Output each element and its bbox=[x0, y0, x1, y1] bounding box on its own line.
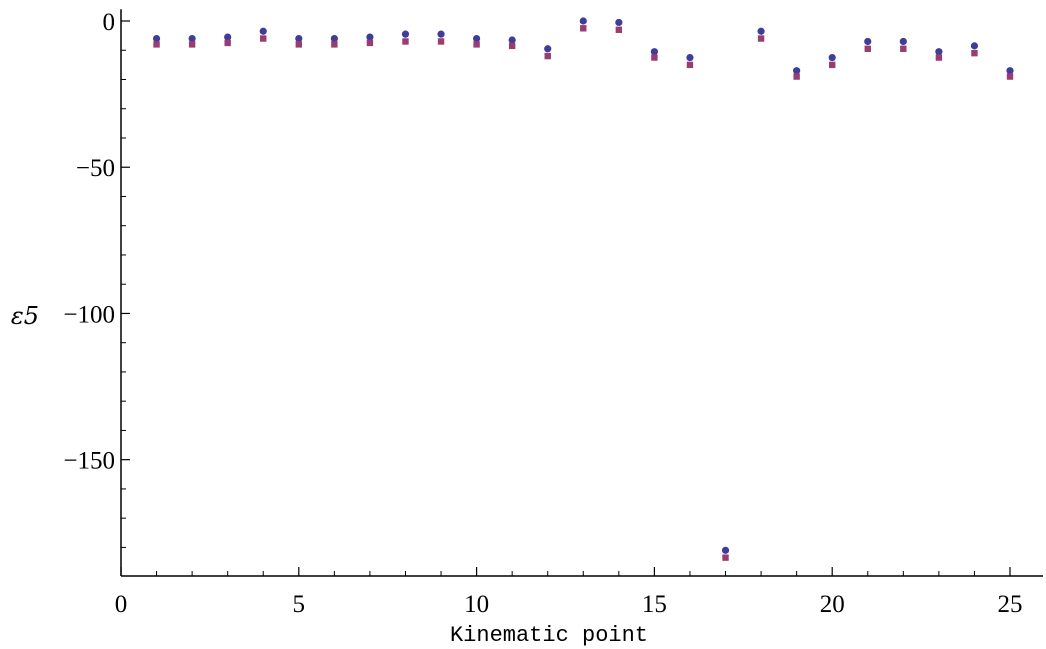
series-2-point bbox=[437, 38, 445, 45]
series-1-point bbox=[152, 34, 161, 43]
series-1-point bbox=[757, 27, 765, 35]
tick-labels: 0 5 10 15 20 25 0 −50 −100 −150 bbox=[63, 9, 1022, 618]
series-2-point bbox=[971, 49, 978, 57]
series-1-point bbox=[828, 53, 836, 62]
series-2-point bbox=[224, 39, 231, 47]
series-1-point bbox=[224, 33, 232, 41]
series-1-point bbox=[188, 34, 196, 43]
series-2-point bbox=[366, 39, 374, 47]
series-1-point bbox=[686, 53, 694, 62]
series-2-point bbox=[829, 61, 836, 69]
series-1-point bbox=[935, 48, 943, 56]
series-1-point bbox=[366, 33, 374, 41]
series-2-point bbox=[544, 52, 551, 60]
series-2-point bbox=[153, 41, 160, 48]
x-tick-label: 25 bbox=[998, 591, 1023, 618]
x-tick-label: 15 bbox=[642, 591, 667, 618]
series-2-point bbox=[651, 54, 658, 61]
series-1-point bbox=[1006, 67, 1014, 75]
series-2-point bbox=[260, 35, 267, 42]
y-tick-label: −100 bbox=[63, 301, 115, 328]
series-2-point bbox=[508, 42, 516, 50]
y-tick-label: 0 bbox=[103, 9, 116, 36]
series-1-point bbox=[864, 37, 872, 46]
series-2-point bbox=[402, 38, 409, 45]
series-1-point bbox=[473, 34, 481, 43]
series-1-point bbox=[544, 45, 552, 53]
series-1-point bbox=[899, 37, 907, 46]
series-2-point bbox=[580, 25, 587, 32]
series-1-point bbox=[721, 546, 730, 554]
series-1-point bbox=[330, 34, 338, 43]
series-1-point bbox=[437, 30, 445, 38]
series-1-point bbox=[579, 17, 587, 25]
x-tick-label: 0 bbox=[115, 591, 128, 618]
y-tick-label: −150 bbox=[63, 448, 115, 475]
axes bbox=[120, 9, 1043, 577]
data-points bbox=[152, 17, 1014, 561]
series-2-point bbox=[757, 35, 765, 42]
series-2-point bbox=[615, 26, 623, 33]
ticks bbox=[120, 20, 1011, 576]
series-2-point bbox=[686, 61, 694, 69]
series-2-point bbox=[793, 73, 800, 80]
series-2-point bbox=[864, 45, 871, 52]
series-1-point bbox=[508, 36, 516, 44]
series-1-point bbox=[401, 30, 410, 38]
y-axis-label: ε5 bbox=[11, 302, 39, 330]
series-1-point bbox=[793, 67, 801, 75]
series-1-point bbox=[295, 34, 303, 43]
series-2-point bbox=[188, 41, 196, 48]
series-2-point bbox=[473, 41, 480, 48]
series-2-point bbox=[935, 54, 943, 61]
series-1-point bbox=[650, 48, 659, 56]
series-1-point bbox=[970, 42, 979, 50]
x-axis-label: Kinematic point bbox=[450, 623, 648, 648]
series-2-point bbox=[331, 41, 338, 48]
x-tick-label: 20 bbox=[820, 591, 845, 618]
series-2-point bbox=[722, 554, 729, 561]
y-tick-label: −50 bbox=[76, 155, 115, 182]
series-1-point bbox=[259, 27, 267, 35]
series-2-point bbox=[1006, 73, 1014, 80]
series-2-point bbox=[295, 41, 302, 48]
x-tick-label: 5 bbox=[293, 591, 306, 618]
series-1-point bbox=[615, 18, 623, 27]
series-2-point bbox=[900, 45, 907, 52]
x-tick-label: 10 bbox=[464, 591, 489, 618]
